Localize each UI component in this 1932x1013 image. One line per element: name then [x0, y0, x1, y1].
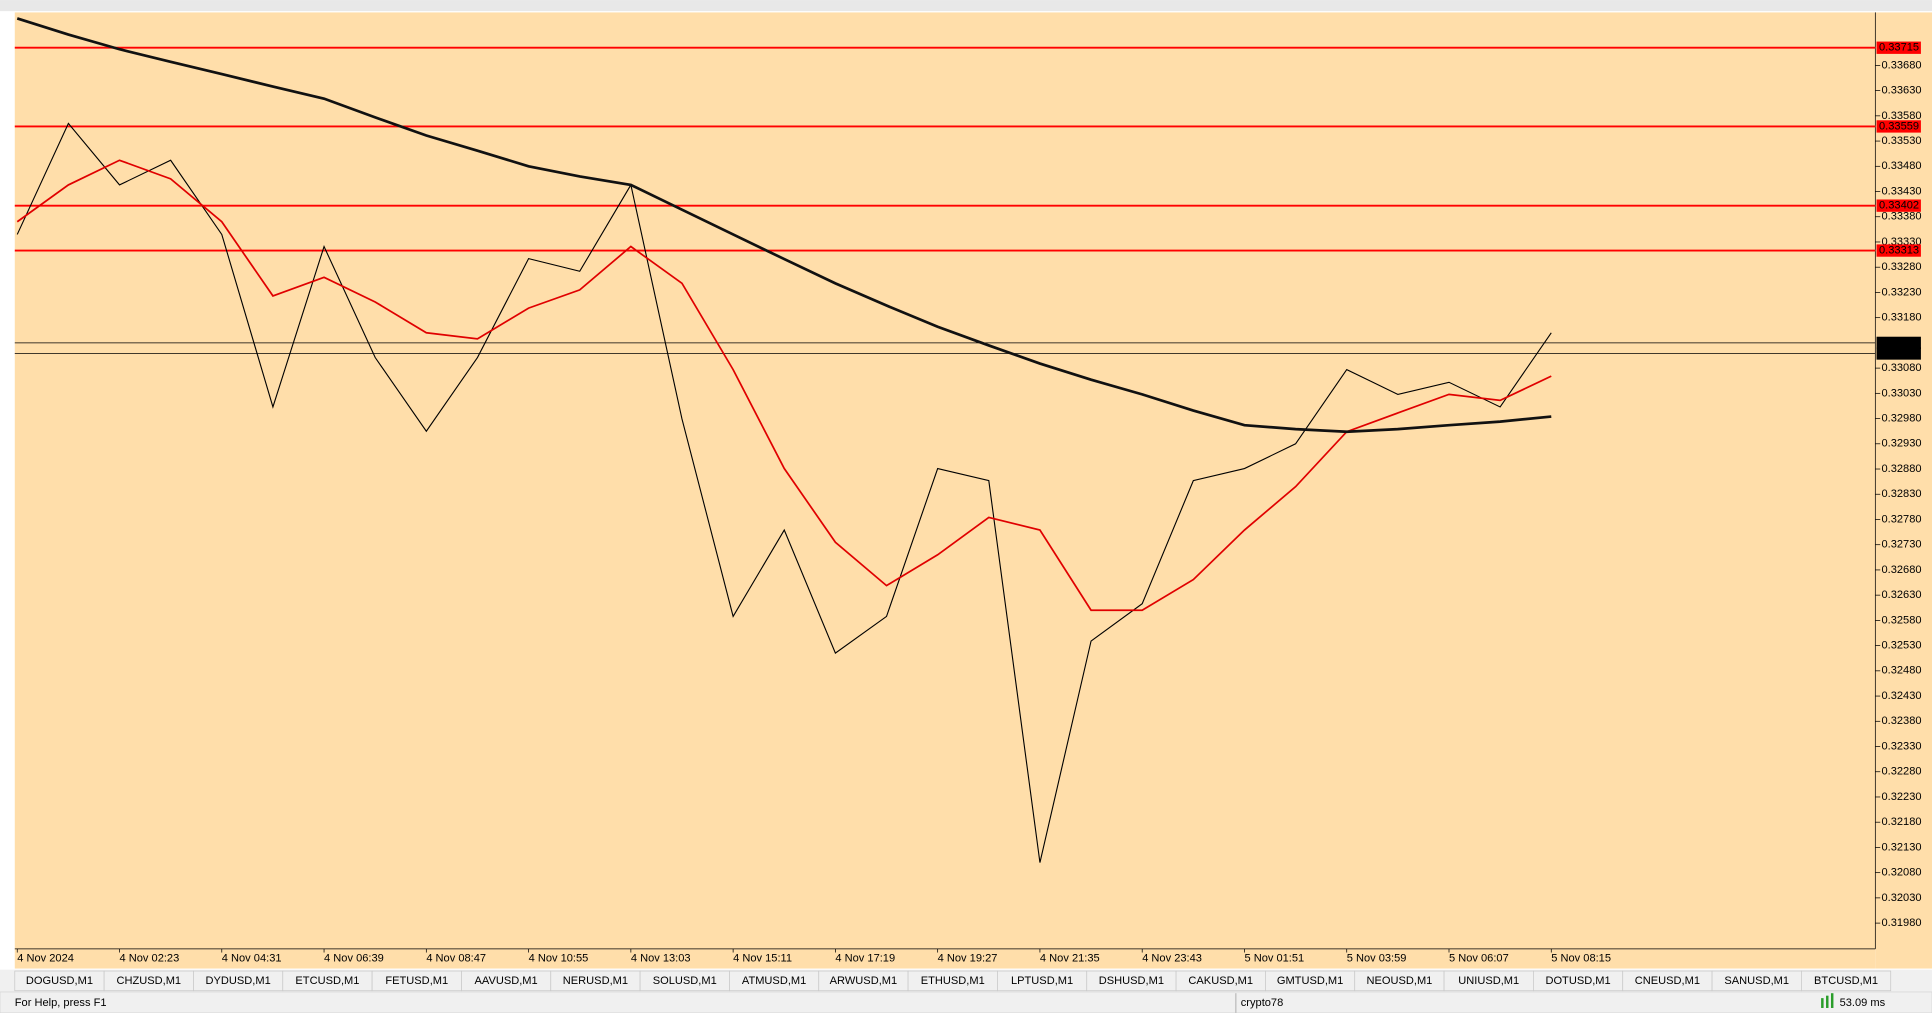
x-tick-label: 4 Nov 23:43 — [1142, 953, 1202, 965]
y-tick-label: 0.32380 — [1881, 715, 1921, 727]
symbol-tab-label[interactable]: NERUSD,M1 — [563, 975, 628, 987]
signal-icon — [1821, 998, 1824, 1008]
y-tick-label: 0.33380 — [1881, 211, 1921, 223]
price-label-bg — [1876, 41, 1921, 54]
price-label: 0.33130 — [1879, 337, 1919, 349]
x-tick-label: 4 Nov 21:35 — [1040, 953, 1100, 965]
y-tick-label: 0.32780 — [1881, 513, 1921, 525]
symbol-tab-label[interactable]: SOLUSD,M1 — [653, 975, 717, 987]
y-tick-label: 0.32880 — [1881, 463, 1921, 475]
price-label-bg — [1876, 120, 1921, 133]
symbol-tab-label[interactable]: NEOUSD,M1 — [1366, 975, 1432, 987]
symbol-tab[interactable] — [1801, 970, 1892, 992]
symbol-tab-label[interactable]: CNEUSD,M1 — [1635, 975, 1700, 987]
price-label: 0.33715 — [1879, 42, 1919, 54]
y-tick-label: 0.33030 — [1881, 387, 1921, 399]
y-tick-label: 0.32080 — [1881, 867, 1921, 879]
y-tick-label: 0.32130 — [1881, 841, 1921, 853]
price-label-bg — [1876, 336, 1921, 350]
time-axis — [14, 948, 1876, 969]
y-tick-label: 0.32180 — [1881, 816, 1921, 828]
y-tick-label: 0.33480 — [1881, 160, 1921, 172]
status-ping: 53.09 ms — [1840, 997, 1886, 1009]
symbol-tab-label[interactable]: CHZUSD,M1 — [116, 975, 181, 987]
x-tick-label: 5 Nov 08:15 — [1551, 953, 1611, 965]
y-tick-label: 0.31980 — [1881, 917, 1921, 929]
series-line — [16, 17, 1552, 434]
series-line — [16, 159, 1552, 612]
status-help: For Help, press F1 — [15, 997, 107, 1009]
x-tick-label: 4 Nov 2024 — [17, 953, 74, 965]
symbol-tab-label[interactable]: AAVUSD,M1 — [475, 975, 538, 987]
y-tick-label: 0.33080 — [1881, 362, 1921, 374]
price-label-bg — [1876, 199, 1921, 212]
x-tick-label: 4 Nov 06:39 — [324, 953, 384, 965]
y-tick-label: 0.33580 — [1881, 110, 1921, 122]
y-tick-label: 0.33230 — [1881, 286, 1921, 298]
y-tick-label: 0.32530 — [1881, 640, 1921, 652]
y-tick-label: 0.32330 — [1881, 740, 1921, 752]
price-label-bg — [1876, 347, 1921, 360]
y-tick-label: 0.32930 — [1881, 438, 1921, 450]
y-tick-label: 0.33680 — [1881, 59, 1921, 71]
symbol-tab-label[interactable]: FETUSD,M1 — [385, 975, 448, 987]
price-label: 0.33559 — [1879, 120, 1919, 132]
signal-icon — [1830, 993, 1834, 1008]
y-tick-label: 0.32980 — [1881, 412, 1921, 424]
symbol-tab-label[interactable]: ARWUSD,M1 — [830, 975, 898, 987]
symbol-tab-label[interactable]: ETHUSD,M1 — [921, 975, 985, 987]
y-tick-label: 0.33530 — [1881, 135, 1921, 147]
series-line — [16, 122, 1552, 863]
x-tick-label: 4 Nov 13:03 — [631, 953, 691, 965]
price-label-bg — [1876, 244, 1921, 257]
x-tick-label: 4 Nov 15:11 — [733, 953, 792, 965]
y-tick-label: 0.32230 — [1881, 791, 1921, 803]
toolbar — [0, 0, 1932, 12]
y-tick-label: 0.33180 — [1881, 312, 1921, 324]
symbol-tab-label[interactable]: LPTUSD,M1 — [1011, 975, 1073, 987]
y-tick-label: 0.32830 — [1881, 488, 1921, 500]
y-tick-label: 0.32680 — [1881, 564, 1921, 576]
x-tick-label: 4 Nov 08:47 — [426, 953, 486, 965]
y-tick-label: 0.32030 — [1881, 892, 1921, 904]
symbol-tab-label[interactable]: ETCUSD,M1 — [295, 975, 359, 987]
symbol-tab-label[interactable]: UNIUSD,M1 — [1458, 975, 1519, 987]
price-label: 0.33402 — [1879, 200, 1919, 212]
price-label: 0.33313 — [1879, 244, 1919, 256]
symbol-tab-label[interactable]: SANUSD,M1 — [1724, 975, 1789, 987]
signal-icon — [1826, 995, 1829, 1008]
status-account: crypto78 — [1241, 997, 1284, 1009]
x-tick-label: 4 Nov 02:23 — [120, 953, 180, 965]
symbol-tab-label[interactable]: CAKUSD,M1 — [1188, 975, 1253, 987]
symbol-tab-label[interactable]: GMTUSD,M1 — [1277, 975, 1343, 987]
symbol-tab-label[interactable]: DOTUSD,M1 — [1545, 975, 1610, 987]
price-label: 0.33109 — [1879, 347, 1919, 359]
y-tick-label: 0.32580 — [1881, 614, 1921, 626]
y-tick-label: 0.32280 — [1881, 766, 1921, 778]
x-tick-label: 4 Nov 10:55 — [529, 953, 589, 965]
symbol-tab-label[interactable]: DSHUSD,M1 — [1099, 975, 1164, 987]
x-tick-label: 4 Nov 04:31 — [222, 953, 282, 965]
plot-area — [14, 12, 1876, 949]
price-axis — [1875, 12, 1932, 969]
x-tick-label: 5 Nov 03:59 — [1347, 953, 1407, 965]
x-tick-label: 4 Nov 19:27 — [938, 953, 998, 965]
x-tick-label: 5 Nov 01:51 — [1244, 953, 1304, 965]
symbol-tab-label[interactable]: DOGUSD,M1 — [26, 975, 93, 987]
symbol-tab-label[interactable]: BTCUSD,M1 — [1814, 975, 1878, 987]
y-tick-label: 0.33630 — [1881, 85, 1921, 97]
y-tick-label: 0.33280 — [1881, 261, 1921, 273]
y-tick-label: 0.32480 — [1881, 665, 1921, 677]
symbol-tab-label[interactable]: DYDUSD,M1 — [205, 975, 270, 987]
x-tick-label: 5 Nov 06:07 — [1449, 953, 1509, 965]
y-tick-label: 0.33430 — [1881, 185, 1921, 197]
y-tick-label: 0.32730 — [1881, 539, 1921, 551]
symbol-tab-label[interactable]: ATMUSD,M1 — [742, 975, 806, 987]
y-tick-label: 0.32630 — [1881, 589, 1921, 601]
x-tick-label: 4 Nov 17:19 — [835, 953, 895, 965]
status-bar — [0, 991, 1932, 1013]
y-tick-label: 0.32430 — [1881, 690, 1921, 702]
